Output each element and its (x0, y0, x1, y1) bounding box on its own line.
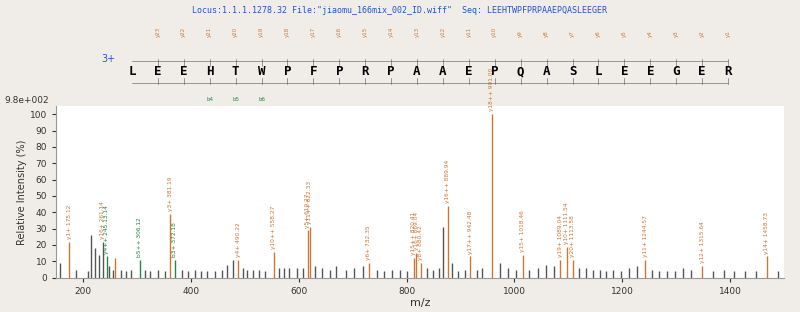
Y-axis label: Relative Intensity (%): Relative Intensity (%) (17, 139, 27, 245)
Text: R: R (362, 65, 369, 78)
Text: y20: y20 (233, 27, 238, 37)
Text: 3+: 3+ (101, 54, 115, 64)
Text: y4+ 490.22: y4+ 490.22 (236, 222, 241, 257)
Text: y6: y6 (596, 31, 601, 37)
Text: y16+ 261.14: y16+ 261.14 (101, 201, 106, 239)
Text: R: R (724, 65, 732, 78)
Text: Locus:1.1.1.1278.32 File:"jiaomu_166mix_002_ID.wiff"  Seq: LEEHTWPFPRPAAEPQASLEE: Locus:1.1.1.1278.32 File:"jiaomu_166mix_… (193, 6, 607, 15)
Text: y11+ 1244.57: y11+ 1244.57 (643, 215, 648, 257)
Text: y3: y3 (674, 31, 678, 37)
Text: E: E (698, 65, 706, 78)
Text: y7: y7 (570, 31, 575, 37)
Text: A: A (414, 65, 421, 78)
Text: y1: y1 (726, 31, 730, 37)
Text: y13: y13 (414, 27, 419, 37)
Text: A: A (543, 65, 550, 78)
Text: y12: y12 (441, 27, 446, 37)
Text: y4++ 245.13.14: y4++ 245.13.14 (104, 205, 109, 254)
Text: E: E (621, 65, 628, 78)
Text: y20+ 1113.58: y20+ 1113.58 (570, 215, 575, 257)
Text: y16: y16 (337, 27, 342, 37)
Text: G: G (673, 65, 680, 78)
Text: y5: y5 (622, 31, 627, 37)
Text: y19: y19 (259, 27, 264, 37)
Text: y2: y2 (699, 31, 705, 37)
Text: P: P (284, 65, 291, 78)
Text: y8+ 880.42: y8+ 880.42 (418, 226, 423, 260)
X-axis label: m/z: m/z (410, 299, 430, 309)
Text: b3+ 372.18: b3+ 372.18 (172, 222, 177, 257)
Text: P: P (387, 65, 395, 78)
Text: y22: y22 (182, 27, 186, 37)
Text: T: T (232, 65, 239, 78)
Text: y19+ 1089.04: y19+ 1089.04 (558, 215, 562, 257)
Text: y6+ 732.35: y6+ 732.35 (366, 226, 371, 260)
Text: E: E (646, 65, 654, 78)
Text: H: H (206, 65, 214, 78)
Text: y17++ 942.48: y17++ 942.48 (468, 210, 473, 254)
Text: b5: b5 (232, 97, 239, 102)
Text: y18: y18 (285, 27, 290, 37)
Text: y10++ 558.27: y10++ 558.27 (271, 205, 276, 249)
Text: S: S (569, 65, 576, 78)
Text: L: L (594, 65, 602, 78)
Text: P: P (491, 65, 498, 78)
Text: y8: y8 (544, 31, 549, 37)
Text: 9.8e+002: 9.8e+002 (4, 96, 49, 105)
Text: Q: Q (517, 65, 525, 78)
Text: y17: y17 (311, 27, 316, 37)
Text: L: L (128, 65, 136, 78)
Text: y5+ 619.27: y5+ 619.27 (306, 193, 310, 227)
Text: y14+ 1458.73: y14+ 1458.73 (764, 212, 770, 254)
Text: y3+ 381.19: y3+ 381.19 (168, 177, 173, 211)
Text: y15: y15 (362, 27, 368, 37)
Text: P: P (335, 65, 343, 78)
Text: b5++ 306.12: b5++ 306.12 (137, 217, 142, 257)
Text: E: E (465, 65, 473, 78)
Text: y10+ 1111.54: y10+ 1111.54 (564, 202, 569, 244)
Text: E: E (180, 65, 187, 78)
Text: b6: b6 (258, 97, 265, 102)
Text: E: E (154, 65, 162, 78)
Text: y12+ 1315.64: y12+ 1315.64 (699, 222, 705, 263)
Text: y10: y10 (492, 27, 498, 37)
Text: b4: b4 (206, 97, 214, 102)
Text: y1+ 175.12: y1+ 175.12 (67, 205, 72, 239)
Text: y23: y23 (155, 27, 161, 37)
Text: y14: y14 (389, 27, 394, 37)
Text: W: W (258, 65, 266, 78)
Text: F: F (310, 65, 317, 78)
Text: y21: y21 (207, 27, 212, 37)
Text: A: A (439, 65, 446, 78)
Text: y18++ 991.00: y18++ 991.00 (490, 68, 494, 111)
Text: y4: y4 (648, 31, 653, 37)
Text: y9: y9 (518, 31, 523, 37)
Text: y15+ 1018.46: y15+ 1018.46 (521, 210, 526, 252)
Text: y16+ 869.04: y16+ 869.04 (414, 212, 418, 251)
Text: y16++ 889.94: y16++ 889.94 (445, 160, 450, 203)
Text: y11++ 622.33: y11++ 622.33 (307, 181, 313, 224)
Text: y11: y11 (466, 27, 471, 37)
Text: y15++ 820.41: y15++ 820.41 (411, 212, 416, 255)
